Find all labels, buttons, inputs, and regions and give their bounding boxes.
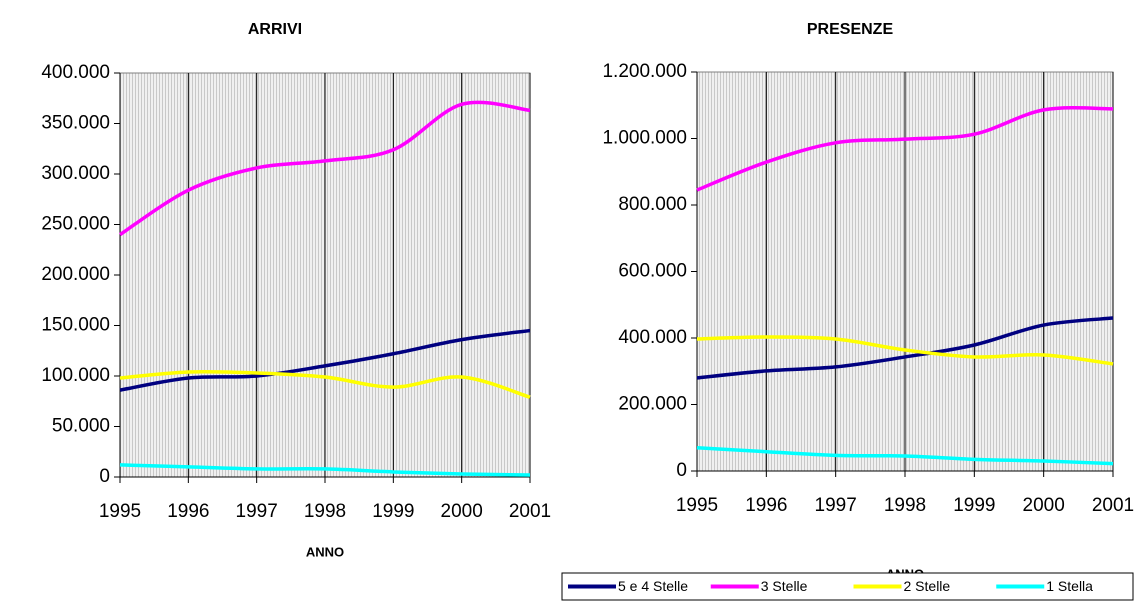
x-tick-label: 2000 bbox=[441, 501, 483, 522]
chart-title: ARRIVI bbox=[248, 21, 302, 38]
x-axis-label: ANNO bbox=[306, 544, 344, 559]
y-tick-label: 1.000.000 bbox=[602, 128, 687, 149]
y-tick-label: 800.000 bbox=[618, 194, 687, 215]
x-tick-label: 1998 bbox=[884, 495, 926, 516]
y-tick-label: 300.000 bbox=[41, 163, 110, 184]
x-tick-label: 1998 bbox=[304, 501, 346, 522]
series-line bbox=[119, 100, 531, 237]
x-tick-label: 2001 bbox=[1092, 495, 1134, 516]
x-tick-label: 1997 bbox=[236, 501, 278, 522]
legend-label: 2 Stelle bbox=[904, 578, 951, 594]
legend-label: 3 Stelle bbox=[761, 578, 808, 594]
y-tick-label: 1.200.000 bbox=[602, 61, 687, 82]
y-tick-label: 400.000 bbox=[618, 327, 687, 348]
series-line bbox=[119, 463, 531, 477]
x-tick-label: 1995 bbox=[99, 501, 141, 522]
x-tick-label: 2001 bbox=[509, 501, 551, 522]
x-tick-label: 1999 bbox=[953, 495, 995, 516]
x-tick-label: 1997 bbox=[815, 495, 857, 516]
y-tick-label: 100.000 bbox=[41, 365, 110, 386]
y-tick-label: 200.000 bbox=[618, 394, 687, 415]
x-tick-label: 1995 bbox=[676, 495, 718, 516]
series-line bbox=[119, 369, 531, 399]
legend-label: 1 Stella bbox=[1046, 578, 1093, 594]
y-tick-label: 200.000 bbox=[41, 264, 110, 285]
chart-title: PRESENZE bbox=[807, 21, 894, 38]
series-line bbox=[696, 106, 1114, 192]
series-line bbox=[696, 445, 1114, 466]
y-tick-label: 600.000 bbox=[618, 261, 687, 282]
y-tick-label: 0 bbox=[99, 466, 110, 487]
y-tick-label: 250.000 bbox=[41, 214, 110, 235]
y-tick-label: 150.000 bbox=[41, 315, 110, 336]
y-tick-label: 50.000 bbox=[52, 416, 110, 437]
x-tick-label: 1999 bbox=[372, 501, 414, 522]
x-tick-label: 1996 bbox=[167, 501, 209, 522]
x-tick-label: 1996 bbox=[745, 495, 787, 516]
y-tick-label: 400.000 bbox=[41, 62, 110, 83]
series-line bbox=[696, 335, 1114, 366]
y-tick-label: 350.000 bbox=[41, 113, 110, 134]
x-tick-label: 2000 bbox=[1023, 495, 1065, 516]
series-line bbox=[119, 328, 531, 392]
y-tick-label: 0 bbox=[676, 460, 687, 481]
legend-label: 5 e 4 Stelle bbox=[618, 578, 688, 594]
series-line bbox=[696, 316, 1114, 380]
